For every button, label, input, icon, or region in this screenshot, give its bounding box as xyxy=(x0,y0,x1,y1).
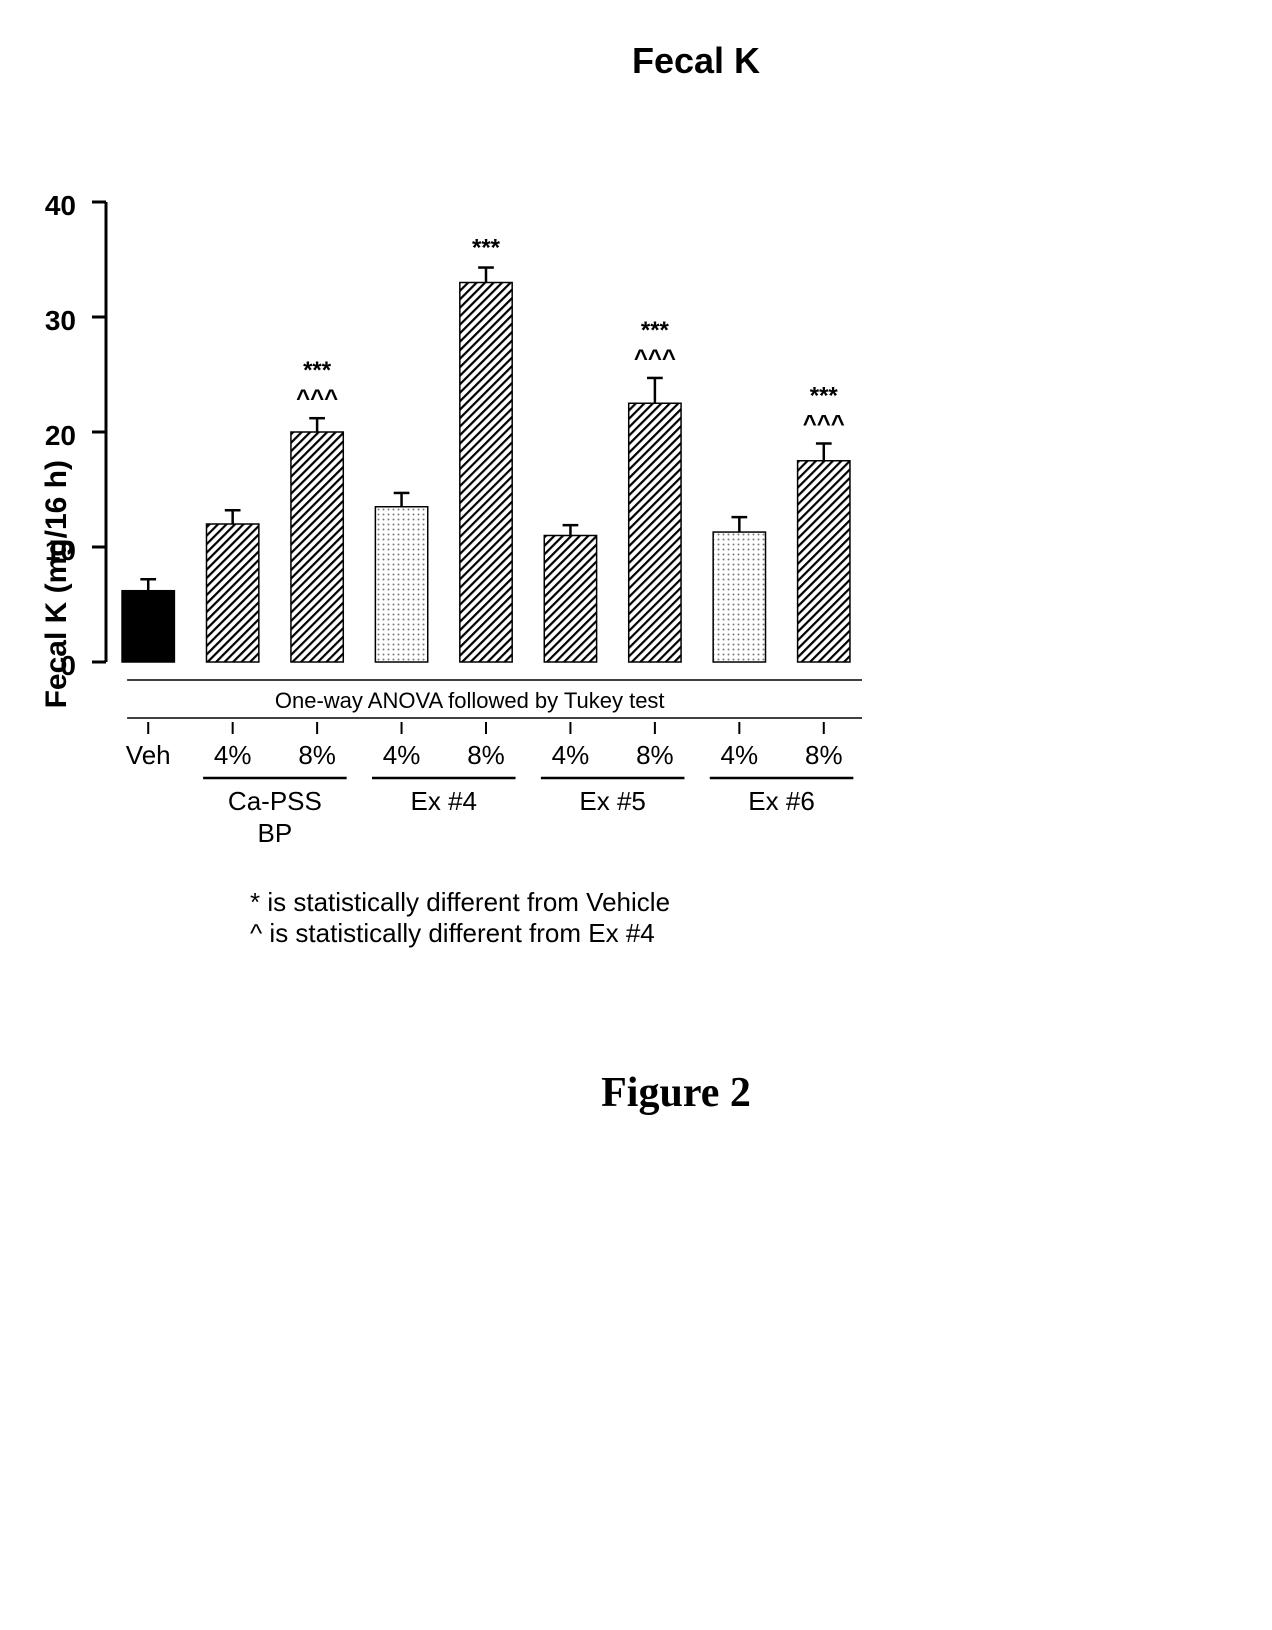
y-axis-label: Fecal K (mg/16 h) xyxy=(40,280,74,708)
y-tick-label: 30 xyxy=(45,305,86,337)
chart-wrap: Fecal K (mg/16 h) ^^^******^^^***^^^***O… xyxy=(40,122,1232,867)
group-label: Ca-PSS xyxy=(228,786,322,816)
subgroup-label: BP xyxy=(258,818,293,848)
bar-annotation: ^^^ xyxy=(296,385,338,412)
x-tick-label: 4% xyxy=(214,740,252,770)
x-tick-label: 8% xyxy=(805,740,843,770)
x-tick-label: 8% xyxy=(636,740,674,770)
page-root: Fecal K Fecal K (mg/16 h) ^^^******^^^**… xyxy=(40,40,1232,1117)
bar-annotation: ^^^ xyxy=(803,411,845,438)
bar-annotation: *** xyxy=(472,235,501,262)
x-tick-label: 4% xyxy=(383,740,421,770)
figure-caption: Figure 2 xyxy=(120,1069,1232,1117)
stat-caption: One-way ANOVA followed by Tukey test xyxy=(275,688,665,713)
y-tick-label: 20 xyxy=(45,420,86,452)
bar xyxy=(798,461,850,662)
x-tick-label: 8% xyxy=(298,740,336,770)
bar xyxy=(713,532,765,662)
bar-annotation: *** xyxy=(303,357,332,384)
bar xyxy=(544,536,596,663)
bar xyxy=(291,432,343,662)
bar xyxy=(629,403,681,662)
group-label: Ex #4 xyxy=(411,786,478,816)
y-tick-label: 0 xyxy=(60,650,86,682)
chart-title: Fecal K xyxy=(160,40,1232,82)
x-tick-label: 4% xyxy=(721,740,759,770)
bar-annotation: ^^^ xyxy=(634,345,676,372)
bar xyxy=(460,283,512,663)
bar xyxy=(122,591,174,662)
x-tick-label: 8% xyxy=(467,740,505,770)
plot-box: ^^^******^^^***^^^***One-way ANOVA follo… xyxy=(86,122,886,867)
bar xyxy=(206,524,258,662)
bar-annotation: *** xyxy=(810,383,839,410)
x-tick-label: 4% xyxy=(552,740,590,770)
y-tick-label: 10 xyxy=(45,535,86,567)
footnote-1: * is statistically different from Vehicl… xyxy=(250,887,1232,918)
group-label: Ex #5 xyxy=(579,786,646,816)
y-tick-label: 40 xyxy=(45,190,86,222)
bar xyxy=(375,507,427,662)
group-label: Ex #6 xyxy=(748,786,815,816)
bar-chart: ^^^******^^^***^^^***One-way ANOVA follo… xyxy=(86,122,886,862)
bar-annotation: *** xyxy=(641,317,670,344)
x-tick-label: Veh xyxy=(126,740,171,770)
footnote-2: ^ is statistically different from Ex #4 xyxy=(250,918,1232,949)
footnotes: * is statistically different from Vehicl… xyxy=(250,887,1232,949)
